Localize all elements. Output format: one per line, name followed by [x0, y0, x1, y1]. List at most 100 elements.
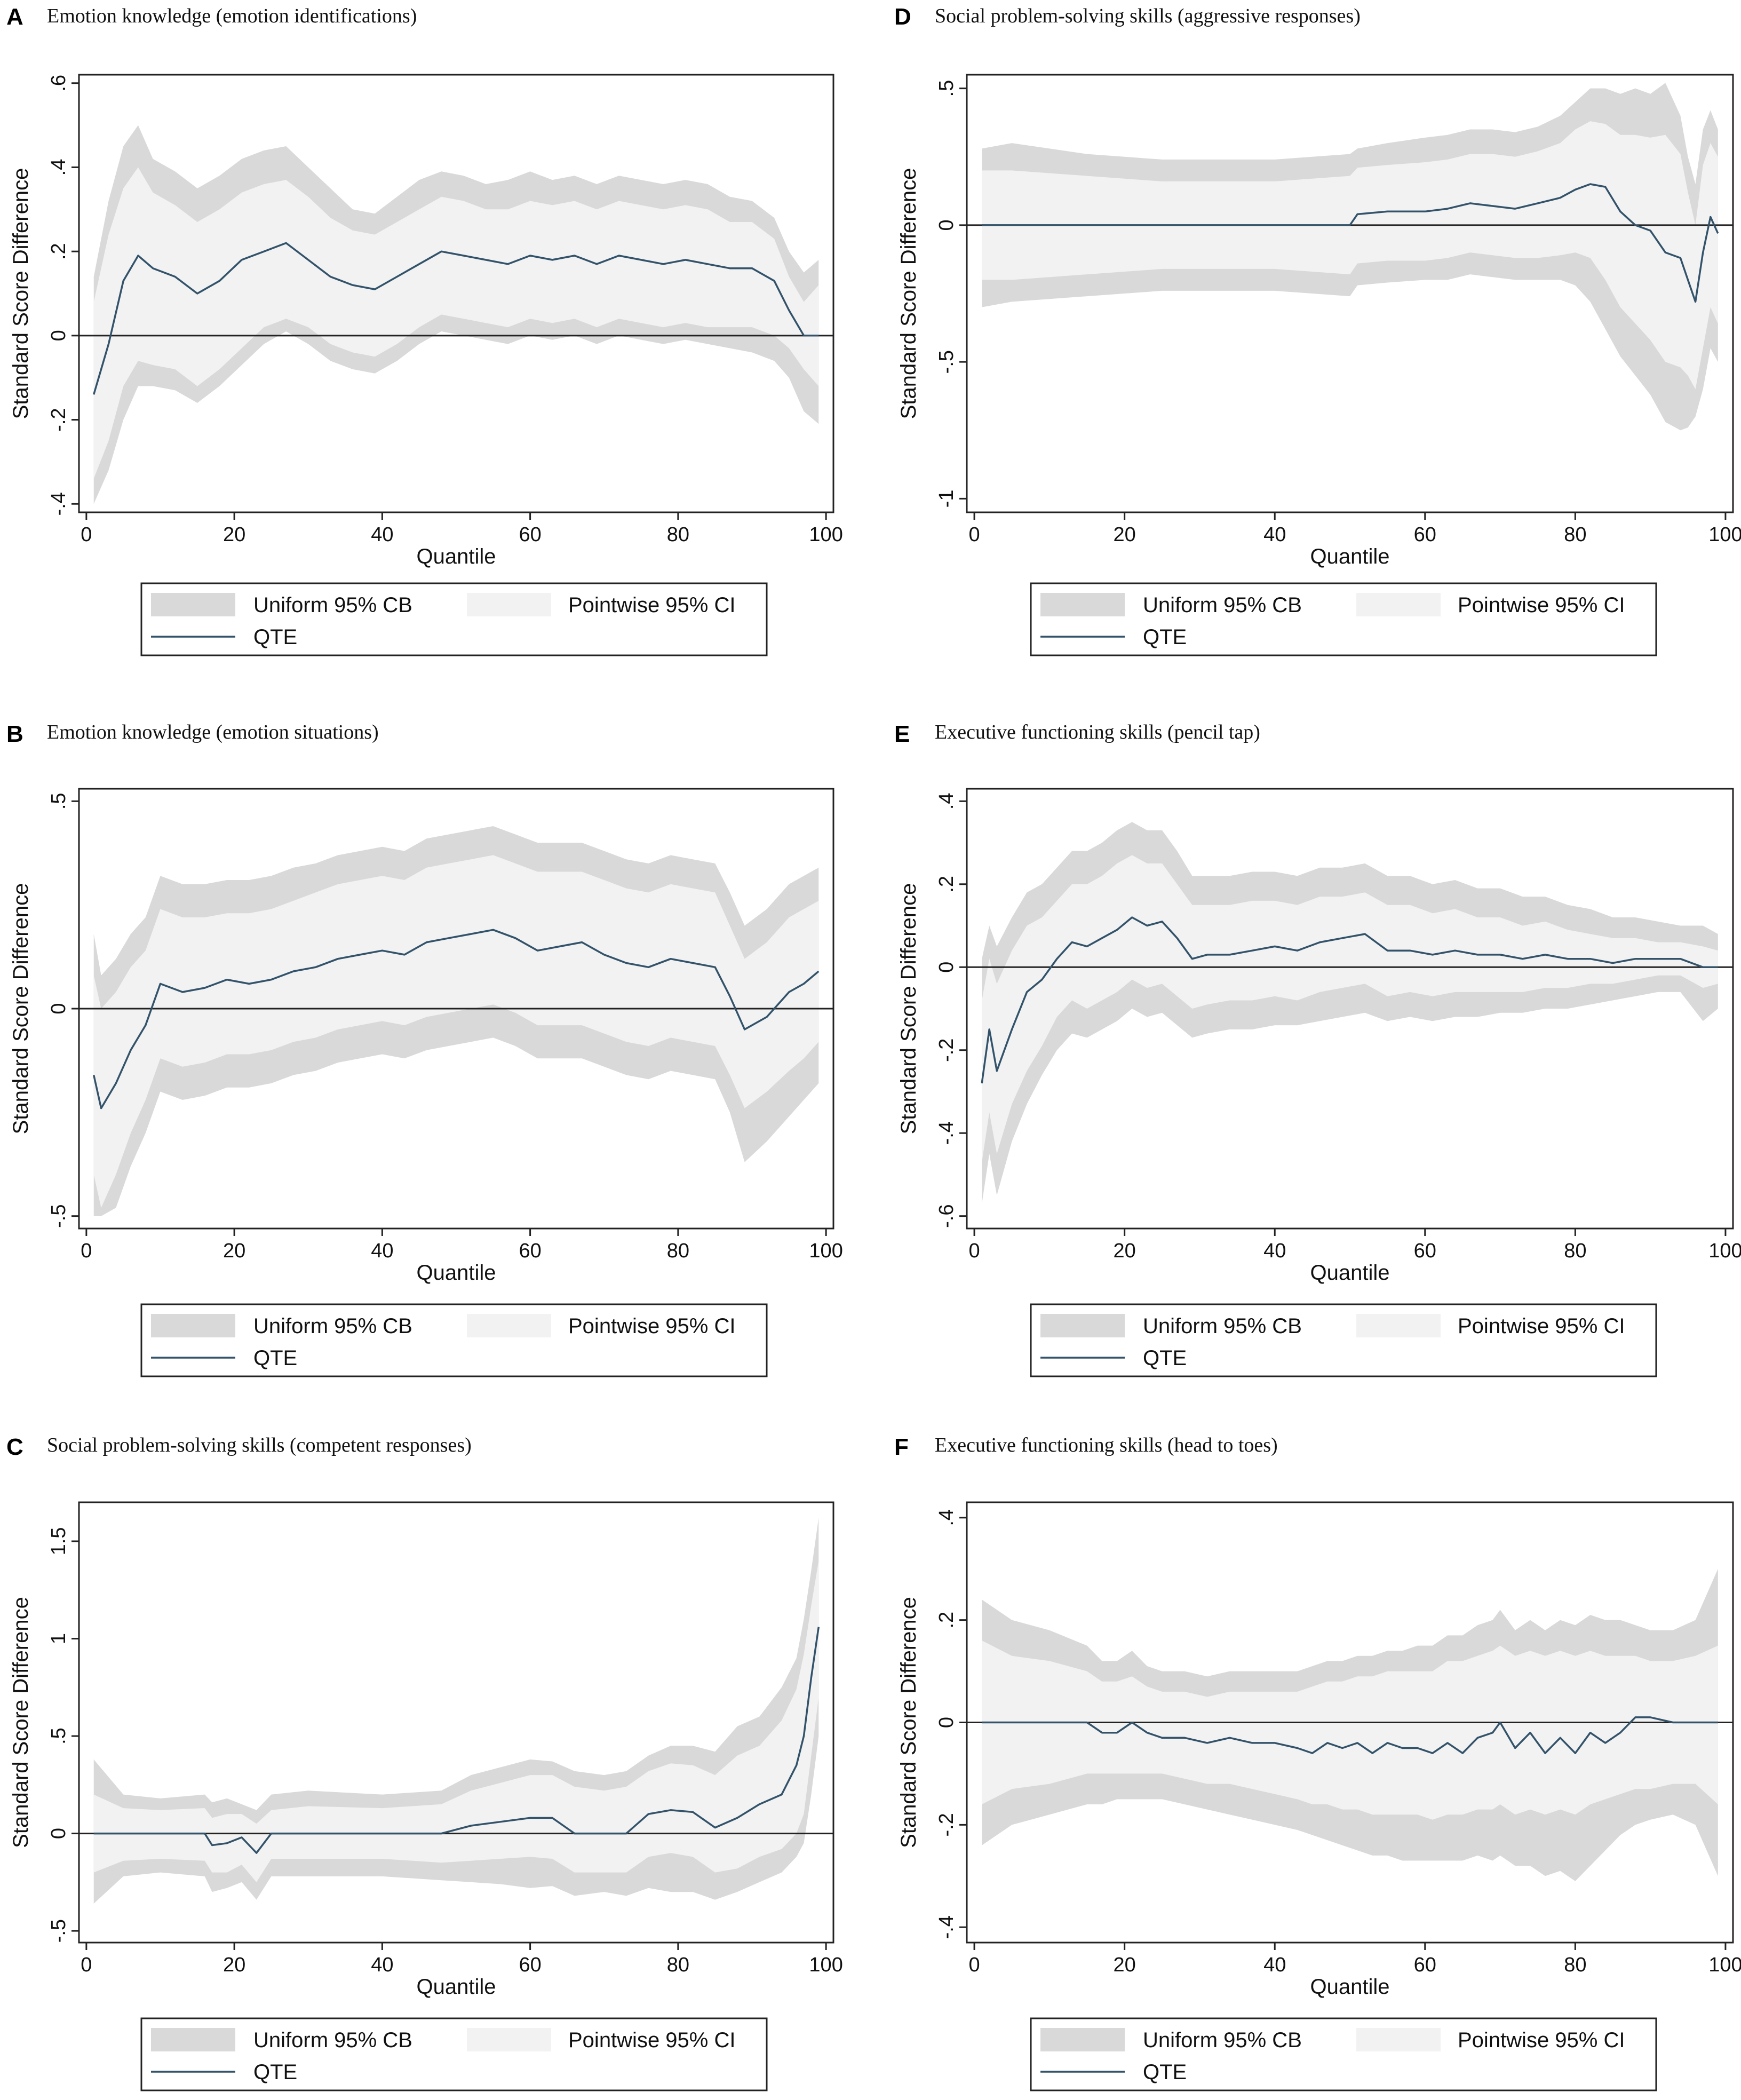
- plot-area: [79, 125, 833, 504]
- y-tick-label: .4: [935, 793, 958, 810]
- x-tick-label: 60: [1414, 524, 1436, 546]
- panel-f: F Executive functioning skills (head to t…: [894, 1434, 1741, 2091]
- qte-line: [981, 916, 1718, 1084]
- x-axis-title: Quantile: [1310, 1261, 1390, 1285]
- y-axis-title: Standard Score Difference: [9, 168, 33, 419]
- legend-label-qte: QTE: [253, 625, 297, 649]
- legend-label-pointwise: Pointwise 95% CI: [568, 2028, 735, 2052]
- x-tick-label: 20: [1114, 1240, 1136, 1262]
- x-tick-label: 100: [809, 1954, 842, 1976]
- legend-label-pointwise: Pointwise 95% CI: [568, 1314, 735, 1338]
- legend-swatch-pointwise: [1356, 1314, 1441, 1337]
- y-tick-label: .6: [47, 75, 70, 92]
- legend-label-pointwise: Pointwise 95% CI: [568, 593, 735, 617]
- legend-swatch-pointwise: [467, 1314, 551, 1337]
- legend-swatch-pointwise: [1356, 2028, 1441, 2051]
- legend-label-pointwise: Pointwise 95% CI: [1458, 1314, 1625, 1338]
- legend-swatch-uniform: [1040, 2028, 1125, 2051]
- x-tick-label: 20: [1114, 1954, 1136, 1976]
- y-tick-label: .4: [47, 159, 70, 176]
- pointwise-band: [982, 121, 1718, 390]
- legend-swatch-uniform: [1040, 1314, 1125, 1337]
- y-tick-label: 1.5: [47, 1527, 70, 1556]
- legend-label-qte: QTE: [253, 2061, 297, 2084]
- legend-label-uniform: Uniform 95% CB: [1143, 2028, 1302, 2052]
- legend-box: [140, 2017, 768, 2091]
- legend: Uniform 95% CB Pointwise 95% CI QTE: [140, 582, 768, 656]
- y-tick-label: -.2: [47, 408, 70, 431]
- x-tick-label: 0: [81, 1954, 92, 1976]
- plot-frame: [966, 74, 1734, 513]
- panel-b: B Emotion knowledge (emotion situations) 0…: [6, 721, 843, 1377]
- x-axis-title: Quantile: [417, 545, 496, 568]
- y-tick-label: .5: [47, 1727, 70, 1745]
- legend-label-qte: QTE: [1143, 1346, 1187, 1370]
- legend-box: [1030, 582, 1657, 656]
- legend: Uniform 95% CB Pointwise 95% CI QTE: [1030, 2017, 1657, 2091]
- legend-swatch-pointwise: [467, 593, 551, 616]
- y-tick-label: 0: [47, 330, 70, 341]
- pointwise-band: [982, 1641, 1718, 1820]
- y-tick-label: 0: [47, 1828, 70, 1839]
- x-axis-title: Quantile: [417, 1261, 496, 1285]
- legend-label-qte: QTE: [1143, 625, 1187, 649]
- x-tick-label: 80: [667, 1240, 689, 1262]
- qte-line: [982, 1716, 1718, 1754]
- legend-box: [140, 1303, 768, 1377]
- panel-a: A Emotion knowledge (emotion identificati…: [6, 4, 843, 656]
- x-tick-label: 100: [1708, 524, 1741, 546]
- panel-letter: D: [894, 4, 911, 30]
- panel-letter: F: [894, 1434, 909, 1460]
- qte-line: [93, 1627, 820, 1854]
- legend-label-qte: QTE: [1143, 2061, 1187, 2084]
- x-tick-label: 60: [519, 1954, 541, 1976]
- legend-box: [140, 582, 768, 656]
- legend-swatch-uniform: [151, 2028, 235, 2051]
- x-tick-label: 0: [969, 1954, 980, 1976]
- legend-label-uniform: Uniform 95% CB: [253, 593, 412, 617]
- x-tick-label: 100: [1708, 1240, 1741, 1262]
- qte-line: [92, 929, 820, 1110]
- x-tick-label: 40: [1263, 524, 1286, 546]
- panel-d: D Social problem-solving skills (aggressi…: [894, 4, 1741, 656]
- x-tick-label: 20: [223, 1954, 245, 1976]
- x-tick-label: 40: [371, 1954, 393, 1976]
- legend-swatch-uniform: [151, 1314, 235, 1337]
- x-tick-label: 80: [667, 524, 689, 546]
- x-tick-label: 80: [1564, 1240, 1586, 1262]
- x-tick-label: 0: [969, 524, 980, 546]
- y-axis-title: Standard Score Difference: [897, 168, 920, 419]
- x-tick-label: 0: [81, 1240, 92, 1262]
- legend-label-uniform: Uniform 95% CB: [1143, 1314, 1302, 1338]
- y-tick-label: 0: [935, 1717, 958, 1728]
- plot-frame: [78, 74, 834, 513]
- legend: Uniform 95% CB Pointwise 95% CI QTE: [140, 1303, 768, 1377]
- legend-swatch-pointwise: [1356, 593, 1441, 616]
- y-tick-label: -.2: [935, 1039, 958, 1062]
- y-tick-label: -.4: [935, 1121, 958, 1145]
- pointwise-band: [93, 167, 819, 479]
- x-tick-label: 20: [1114, 524, 1136, 546]
- chart-title: Emotion knowledge (emotion situations): [47, 721, 379, 743]
- legend-swatch-uniform: [1040, 593, 1125, 616]
- y-axis-title: Standard Score Difference: [9, 883, 33, 1135]
- x-tick-label: 80: [1564, 524, 1586, 546]
- y-tick-label: -.4: [47, 492, 70, 516]
- plot-frame: [966, 788, 1734, 1230]
- pointwise-band: [93, 1560, 819, 1882]
- x-tick-label: 40: [371, 1240, 393, 1262]
- x-tick-label: 100: [809, 1240, 842, 1262]
- x-tick-label: 20: [223, 524, 245, 546]
- panel-c: C Social problem-solving skills (competen…: [6, 1434, 843, 2091]
- x-tick-label: 100: [809, 524, 842, 546]
- x-tick-label: 40: [1263, 1240, 1286, 1262]
- y-tick-label: 1: [47, 1633, 70, 1644]
- legend-box: [1030, 1303, 1657, 1377]
- plot-area: [967, 83, 1733, 431]
- panel-letter: C: [6, 1434, 23, 1460]
- y-axis-title: Standard Score Difference: [897, 883, 920, 1135]
- y-tick-label: -.4: [935, 1915, 958, 1939]
- plot-area: [967, 1568, 1733, 1881]
- chart-title: Social problem-solving skills (aggressiv…: [935, 5, 1361, 27]
- plot-frame: [78, 1501, 834, 1944]
